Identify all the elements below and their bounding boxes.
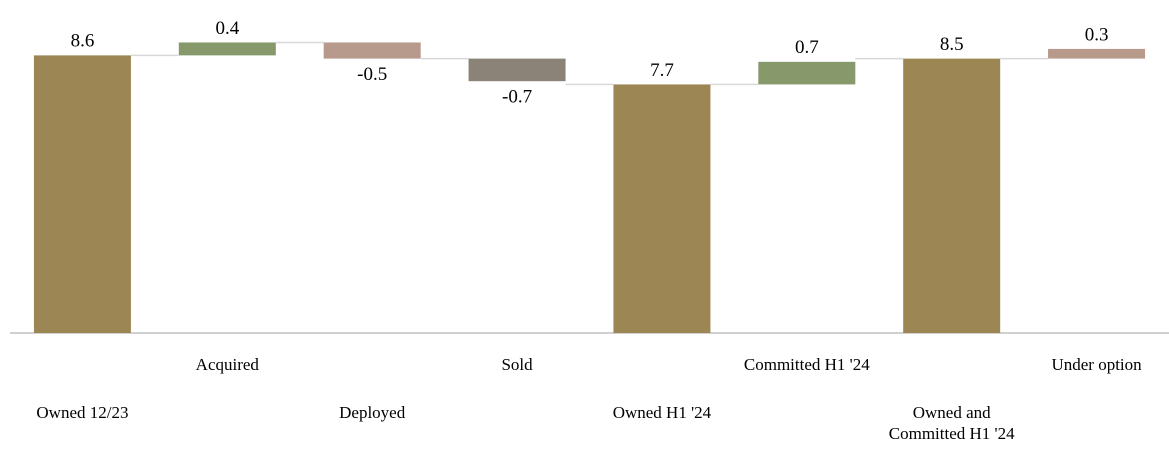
- bar: [468, 58, 566, 82]
- x-tick-label: Acquired: [195, 355, 259, 374]
- x-tick-label: Owned H1 '24: [612, 403, 712, 422]
- value-label: 7.7: [650, 60, 674, 81]
- value-label: -0.7: [502, 87, 532, 108]
- x-tick-label: Deployed: [339, 403, 406, 422]
- value-label: 8.5: [940, 34, 964, 55]
- bar: [1048, 48, 1146, 59]
- x-tick-label: Sold: [501, 355, 533, 374]
- x-tick-label: Owned 12/23: [36, 403, 129, 422]
- x-tick-label: Under option: [1051, 355, 1142, 374]
- bar: [758, 61, 856, 85]
- bar: [613, 84, 711, 333]
- value-label: 8.6: [71, 31, 95, 52]
- bar: [323, 42, 421, 59]
- bar: [903, 58, 1001, 333]
- bar: [178, 42, 276, 56]
- x-tick-label: Owned and Committed H1 '24: [888, 403, 1015, 443]
- bar: [33, 55, 131, 333]
- value-label: 0.3: [1085, 24, 1109, 45]
- value-label: 0.4: [215, 18, 239, 39]
- value-label: 0.7: [795, 37, 819, 58]
- value-label: -0.5: [357, 64, 387, 85]
- x-tick-label: Committed H1 '24: [743, 355, 870, 374]
